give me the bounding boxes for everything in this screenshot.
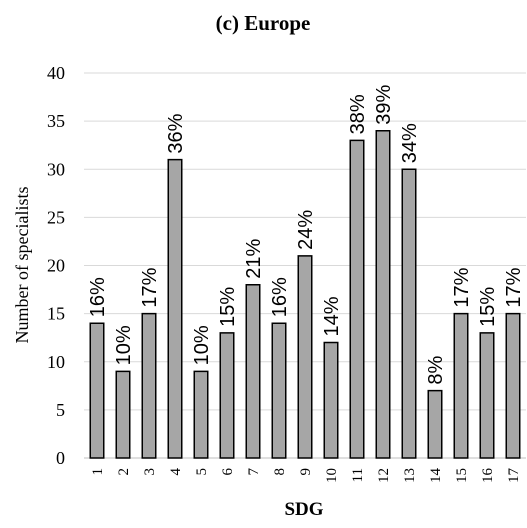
- x-tick-label: 8: [272, 468, 288, 476]
- bar-sdg-15: [453, 312, 469, 459]
- y-tick-label: 35: [47, 111, 65, 131]
- data-label: 24%: [295, 210, 317, 250]
- data-label: 10%: [191, 325, 213, 365]
- y-tick-label: 20: [47, 256, 65, 276]
- bars: [89, 130, 521, 459]
- x-axis-ticks: 1 2 3 4 5 6 7 8 9 10 11 12 13 14 15 16 17: [90, 468, 522, 484]
- y-tick-label: 15: [47, 304, 65, 324]
- bar-sdg-17: [505, 312, 521, 459]
- bar-sdg-7: [245, 284, 261, 459]
- y-tick-label: 0: [56, 448, 65, 468]
- x-tick-label: 1: [90, 468, 106, 476]
- bar-sdg-10: [323, 341, 339, 459]
- x-tick-label: 5: [194, 468, 210, 476]
- data-label: 38%: [347, 94, 369, 134]
- x-tick-label: 12: [376, 468, 392, 483]
- data-label: 36%: [165, 113, 187, 153]
- x-tick-label: 2: [116, 468, 132, 476]
- x-tick-label: 7: [246, 468, 262, 476]
- y-tick-label: 40: [47, 63, 65, 83]
- data-labels: 16%10%17%36%10%15%21%16%24%14%38% 39%34%8…: [87, 85, 525, 385]
- data-label: 16%: [87, 277, 109, 317]
- data-label: 39%: [373, 85, 395, 125]
- data-label: 8%: [425, 356, 447, 385]
- bar-sdg-13: [401, 168, 417, 459]
- bar-sdg-16: [479, 332, 495, 459]
- bar-sdg-3: [141, 312, 157, 459]
- bar-sdg-1: [89, 322, 105, 459]
- y-tick-label: 30: [47, 159, 65, 179]
- bar-sdg-11: [349, 139, 365, 459]
- x-tick-label: 6: [220, 468, 236, 476]
- x-tick-label: 3: [142, 468, 158, 476]
- bar-sdg-6: [219, 332, 235, 459]
- data-label: 17%: [139, 267, 161, 307]
- x-tick-label: 15: [454, 468, 470, 483]
- bar-sdg-12: [375, 130, 391, 459]
- bar-sdg-4: [167, 158, 183, 459]
- y-tick-label: 10: [47, 352, 65, 372]
- y-axis-ticks: 0 5 10 15 20 25 30 35 40: [47, 63, 65, 468]
- data-label: 21%: [243, 239, 265, 279]
- x-axis-label: SDG: [284, 499, 323, 520]
- y-tick-label: 25: [47, 207, 65, 227]
- y-tick-label: 5: [56, 400, 65, 420]
- x-tick-label: 17: [506, 468, 522, 484]
- y-axis-label: Number of specialists: [12, 187, 32, 344]
- bar-sdg-2: [115, 370, 131, 459]
- data-label: 17%: [503, 267, 525, 307]
- bar-sdg-9: [297, 255, 313, 459]
- data-label: 15%: [477, 287, 499, 327]
- data-label: 10%: [113, 325, 135, 365]
- data-label: 16%: [269, 277, 291, 317]
- data-label: 15%: [217, 287, 239, 327]
- x-tick-label: 14: [428, 468, 444, 484]
- bar-sdg-8: [271, 322, 287, 459]
- data-label: 17%: [451, 267, 473, 307]
- x-tick-label: 4: [168, 468, 184, 476]
- x-tick-label: 9: [298, 468, 314, 476]
- x-tick-label: 16: [480, 468, 496, 484]
- bar-sdg-5: [193, 370, 209, 459]
- x-tick-label: 11: [350, 468, 366, 482]
- chart-title: (c) Europe: [216, 11, 311, 35]
- data-label: 14%: [321, 296, 343, 336]
- x-tick-label: 10: [324, 468, 340, 483]
- data-label: 34%: [399, 123, 421, 163]
- x-tick-label: 13: [402, 468, 418, 483]
- bar-sdg-14: [427, 389, 443, 459]
